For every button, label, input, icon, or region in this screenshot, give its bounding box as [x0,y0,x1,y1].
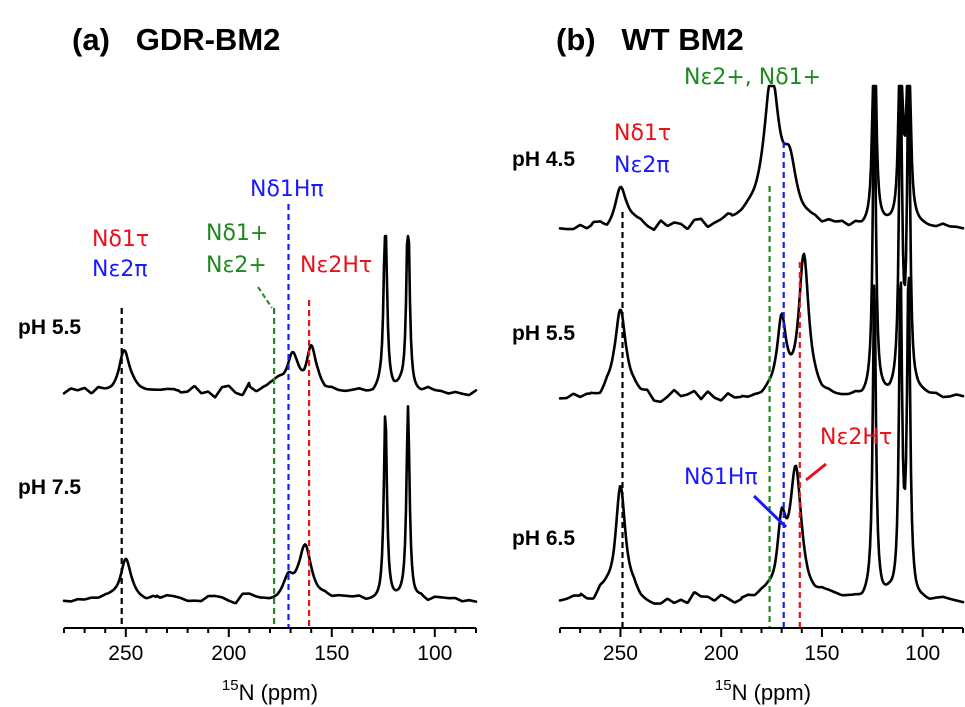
panel-b-x-axis: 250 200 150 100 [559,627,964,665]
panel-a-label-ph75: pH 7.5 [18,476,81,499]
panel-b-spectrum-ph65 [558,276,965,605]
panel-b-label-ph45: pH 4.5 [512,148,575,171]
panel-a-ann-ne2-pi: Nε2π [92,257,148,282]
panel-a-ann-nd1-tau: Nδ1τ [92,227,149,252]
panel-b-ann-ne2-pi: Nε2π [614,153,670,178]
x-tick-label: 200 [704,642,739,665]
panel-a-title: (a) GDR-BM2 [72,22,280,57]
panel-a-ann-ne2-plus: Nε2+ [206,253,267,278]
panel-a-x-axis: 250 200 150 100 [63,627,477,665]
x-tick-label: 200 [211,642,246,665]
x-tick-label: 150 [314,642,349,665]
x-tick-label: 100 [417,642,452,665]
panel-a-ann-green-pointer [257,286,273,309]
panel-a-spectrum-ph55 [62,234,478,399]
panel-b-ann-ne2-nd1-plus: Nε2+, Nδ1+ [684,65,821,90]
panel-b-spectrum-ph55 [558,84,965,403]
panel-b-ann-nd1-tau: Nδ1τ [614,121,671,146]
panel-a-ann-ne2h-tau: Nε2Hτ [300,253,372,278]
panel-a-label-ph55: pH 5.5 [18,316,81,339]
panel-b-ann-blue-pointer [752,494,788,529]
panel-a-spectrum-ph75 [62,405,478,605]
panel-b-ann-nd1h-pi: Nδ1Hπ [684,465,758,490]
x-tick-label: 250 [603,642,638,665]
panel-a-ann-nd1-plus: Nδ1+ [206,221,268,246]
panel-b-spectrum-ph45 [558,84,965,232]
panel-b: (b) WT BM2 pH 4.5 pH 5.5 pH 6.5 Nε2+, Nδ… [512,22,965,705]
panel-b-ann-red-pointer [805,462,827,482]
panel-b-title: (b) WT BM2 [556,22,744,57]
panel-a: (a) GDR-BM2 pH 5.5 pH 7.5 Nδ1τ Nε2π Nδ1+… [18,22,478,705]
panel-a-ann-nd1h-pi: Nδ1Hπ [250,177,324,202]
panel-b-label-ph55: pH 5.5 [512,322,575,345]
panel-a-x-axis-label: 15N (ppm) [222,677,318,705]
x-tick-label: 250 [108,642,143,665]
x-tick-label: 100 [905,642,940,665]
panel-b-label-ph65: pH 6.5 [512,527,575,550]
panel-b-ann-ne2h-tau: Nε2Hτ [820,425,892,450]
panel-b-x-axis-label: 15N (ppm) [715,677,811,705]
x-tick-label: 150 [804,642,839,665]
